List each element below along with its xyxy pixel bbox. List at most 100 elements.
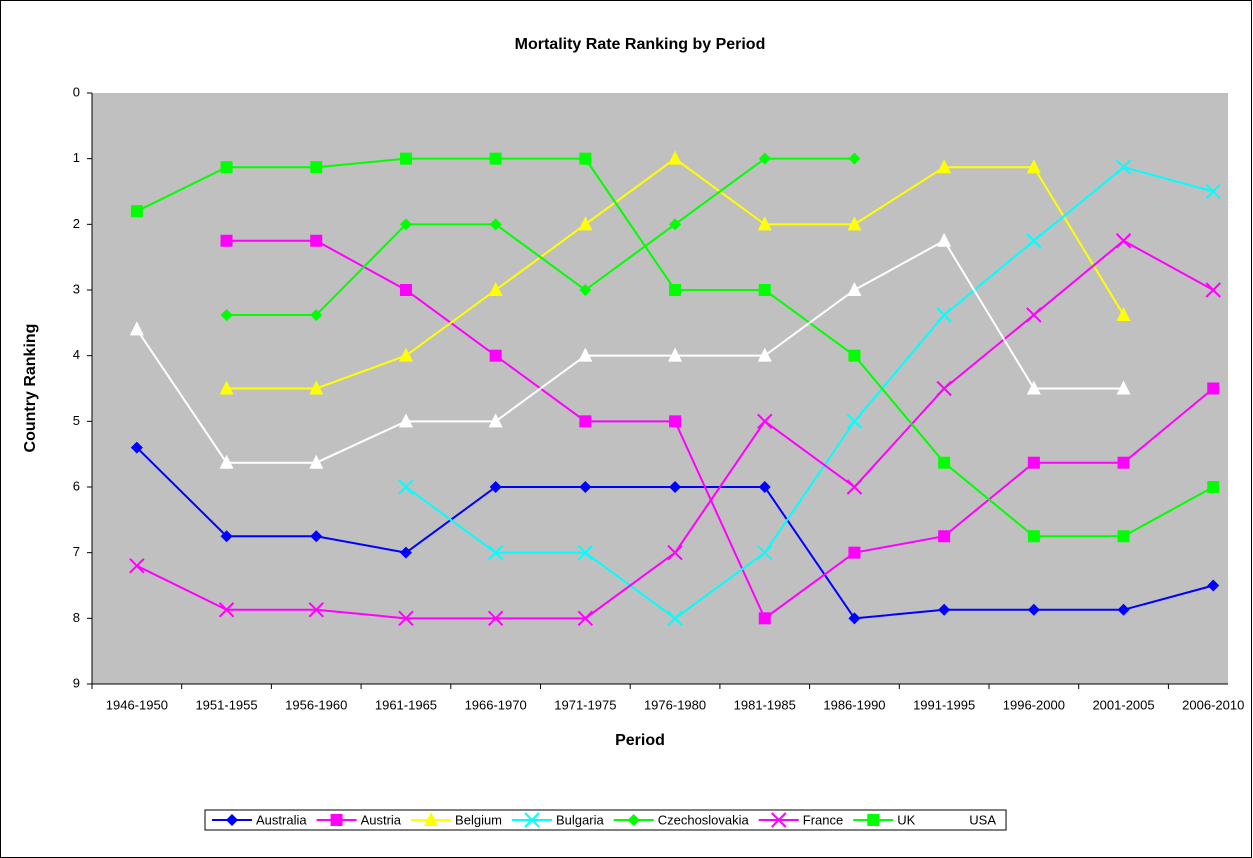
x-tick-label: 1986-1990: [823, 697, 885, 712]
data-point: [936, 307, 952, 323]
data-point: [758, 612, 771, 625]
x-tick-label: 1971-1975: [554, 697, 616, 712]
data-point: [220, 161, 233, 174]
legend-label: Australia: [256, 812, 307, 827]
data-point: [488, 282, 503, 296]
data-point: [578, 347, 593, 362]
data-point: [757, 347, 772, 362]
data-point: [487, 610, 504, 627]
x-tick-label: 1946-1950: [106, 697, 168, 712]
series-line: [226, 239, 1214, 620]
data-point: [578, 216, 593, 231]
data-point: [220, 308, 233, 321]
data-point: [399, 152, 412, 165]
data-point: [1116, 380, 1131, 395]
data-point: [398, 413, 413, 428]
data-point: [757, 216, 772, 231]
legend-label: Czechoslovakia: [658, 812, 750, 827]
series-line: [405, 166, 1214, 620]
data-point: [937, 159, 952, 174]
legend-marker: [867, 814, 880, 826]
data-point: [310, 234, 323, 247]
data-point: [1115, 233, 1132, 249]
data-point: [130, 205, 143, 218]
legend-label: Bulgaria: [556, 812, 604, 827]
y-tick-label: 8: [73, 610, 80, 625]
series-line: [226, 157, 855, 316]
data-point: [848, 349, 861, 362]
y-tick-label: 5: [73, 413, 80, 428]
data-point: [489, 481, 502, 493]
data-point: [577, 610, 594, 627]
data-point: [1026, 233, 1042, 249]
data-point: [1205, 183, 1221, 200]
data-point: [848, 546, 861, 559]
y-tick-label: 0: [73, 84, 80, 99]
chart-title: Mortality Rate Ranking by Period: [515, 36, 766, 53]
legend-marker: [938, 812, 953, 826]
data-point: [1207, 481, 1220, 493]
legend-marker: [627, 814, 640, 826]
data-point: [310, 530, 323, 543]
data-point: [669, 284, 682, 296]
data-point: [668, 150, 683, 165]
data-point: [309, 380, 324, 395]
data-point: [1026, 307, 1042, 323]
data-point: [938, 530, 951, 543]
y-tick-label: 3: [73, 281, 80, 296]
legend-label: UK: [897, 812, 915, 827]
data-point: [579, 415, 592, 428]
data-point: [1207, 382, 1220, 395]
data-point: [758, 481, 771, 493]
data-point: [399, 284, 412, 296]
data-point: [1027, 603, 1040, 616]
legend-label: USA: [969, 812, 996, 827]
data-point: [219, 380, 234, 395]
data-point: [399, 546, 412, 559]
y-axis-title: Country Ranking: [22, 324, 39, 453]
data-point: [130, 441, 143, 454]
data-point: [220, 530, 233, 543]
data-point: [1026, 159, 1041, 174]
x-tick-label: 2001-2005: [1092, 697, 1154, 712]
data-point: [579, 284, 592, 296]
data-point: [758, 284, 771, 296]
x-tick-label: 1966-1970: [465, 697, 527, 712]
legend-marker: [330, 814, 343, 826]
legend-marker: [226, 814, 238, 826]
data-point: [219, 454, 234, 469]
data-point: [399, 218, 412, 231]
data-point: [489, 349, 502, 362]
data-point: [1117, 530, 1130, 543]
y-tick-label: 4: [73, 347, 80, 362]
y-tick-label: 9: [73, 675, 80, 690]
data-point: [1027, 456, 1040, 469]
data-point: [758, 152, 771, 165]
x-tick-label: 1961-1965: [375, 697, 437, 712]
legend-label: Belgium: [455, 812, 502, 827]
data-point: [579, 152, 592, 165]
data-point: [398, 347, 413, 362]
data-point: [848, 152, 861, 165]
data-point: [489, 218, 502, 231]
data-point: [757, 413, 773, 430]
data-point: [847, 282, 862, 296]
data-point: [1117, 603, 1130, 616]
data-point: [1116, 306, 1131, 321]
x-tick-label: 1996-2000: [1003, 697, 1065, 712]
data-point: [938, 456, 951, 469]
x-tick-label: 2006-2010: [1182, 697, 1244, 712]
data-point: [577, 544, 594, 561]
data-point: [308, 602, 324, 618]
data-point: [489, 152, 502, 165]
x-tick-label: 1981-1985: [734, 697, 796, 712]
data-point: [129, 558, 145, 574]
data-point: [129, 321, 144, 336]
data-point: [488, 413, 503, 428]
y-tick-label: 7: [73, 544, 80, 559]
legend-marker: [424, 812, 439, 826]
data-point: [1205, 282, 1221, 298]
data-point: [579, 481, 592, 493]
